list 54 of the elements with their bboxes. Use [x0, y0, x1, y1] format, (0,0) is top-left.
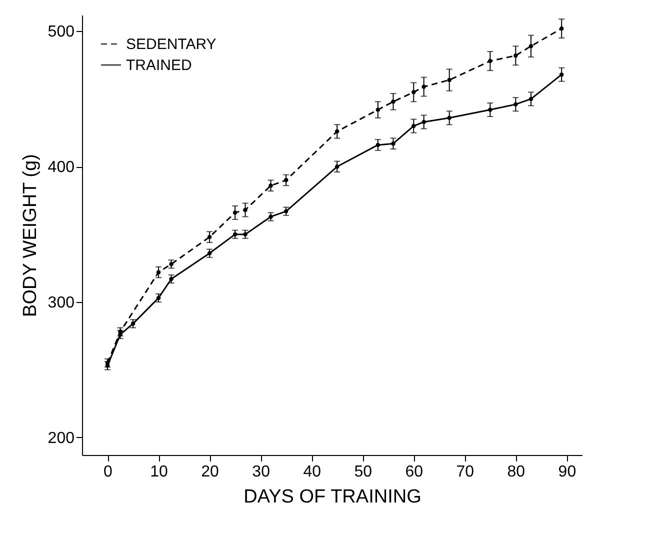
point: [412, 124, 416, 128]
point: [528, 44, 534, 48]
x-tick-label: 90: [558, 464, 576, 480]
point: [488, 58, 492, 64]
point: [334, 164, 340, 169]
point: [232, 210, 238, 215]
x-tick-label: 60: [405, 464, 424, 480]
point: [268, 183, 273, 188]
point: [422, 120, 426, 124]
point: [528, 96, 534, 102]
point: [268, 214, 273, 219]
point: [207, 234, 212, 240]
point: [447, 78, 452, 82]
y-tick-label: 200: [48, 430, 75, 447]
x-tick-label: 10: [150, 464, 168, 480]
point: [130, 322, 136, 326]
point: [391, 100, 396, 104]
x-tick-label: 50: [354, 464, 372, 480]
x-tick-label: 40: [303, 464, 322, 480]
point: [422, 84, 426, 89]
point: [488, 108, 492, 112]
point: [514, 102, 518, 106]
y-tick-label: 300: [48, 294, 75, 312]
legend-label: SEDENTARY: [126, 36, 216, 53]
x-tick-label: 30: [252, 464, 270, 480]
point: [243, 208, 248, 212]
point: [514, 54, 518, 58]
y-tick-label: 500: [48, 24, 75, 41]
legend-label: TRAINED: [126, 57, 192, 74]
point: [559, 26, 564, 31]
y-tick-label: 400: [48, 159, 75, 176]
point: [284, 178, 288, 182]
point: [207, 251, 212, 256]
point: [376, 142, 380, 148]
point: [243, 232, 248, 236]
y-axis-title: BODY WEIGHT (g): [20, 154, 41, 317]
point: [559, 72, 564, 77]
point: [169, 262, 174, 266]
point: [447, 116, 452, 120]
point: [412, 90, 416, 94]
point: [391, 142, 396, 146]
point: [376, 108, 380, 112]
point: [105, 364, 110, 368]
x-tick-label: 80: [507, 464, 526, 480]
x-axis-title: DAYS OF TRAINING: [244, 486, 422, 508]
x-tick-label: 0: [104, 464, 113, 480]
x-tick-label: 20: [201, 464, 220, 480]
point: [232, 232, 238, 236]
point: [169, 276, 174, 282]
point: [156, 296, 161, 300]
point: [284, 209, 288, 214]
x-tick-label: 70: [456, 464, 474, 480]
point: [334, 129, 340, 134]
point: [156, 270, 161, 274]
